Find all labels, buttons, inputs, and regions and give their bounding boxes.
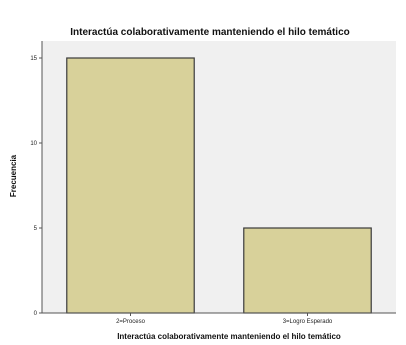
y-tick-label: 0 bbox=[34, 311, 38, 317]
bar-2 bbox=[243, 227, 372, 314]
chart-title: Interactúa colaborativamente manteniendo… bbox=[70, 27, 350, 38]
y-tick-label: 15 bbox=[30, 56, 37, 62]
y-tick-label: 5 bbox=[34, 226, 38, 232]
bar-1 bbox=[66, 57, 195, 314]
x-tick-label: 2=Proceso bbox=[116, 319, 146, 325]
x-tick-label: 3=Logro Esperado bbox=[283, 319, 333, 325]
y-axis-label: Frecuencia bbox=[9, 154, 18, 197]
x-axis-label: Interactúa colaborativamente manteniendo… bbox=[117, 332, 341, 341]
y-tick-label: 10 bbox=[30, 141, 37, 147]
y-axis-ticks: 0 5 10 15 bbox=[30, 56, 42, 317]
x-axis-ticks: 2=Proceso 3=Logro Esperado bbox=[116, 313, 333, 325]
